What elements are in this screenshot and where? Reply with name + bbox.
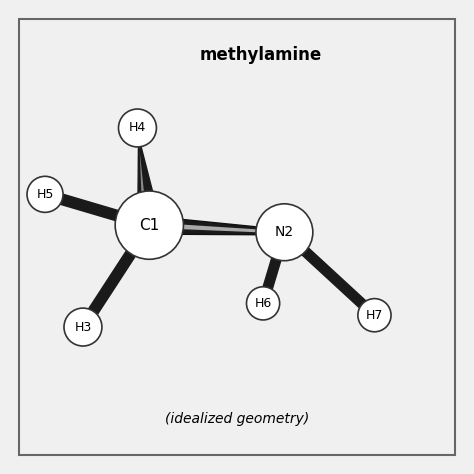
Polygon shape [179,219,260,235]
Text: H4: H4 [129,121,146,135]
Circle shape [64,308,102,346]
Polygon shape [263,255,282,291]
Circle shape [256,204,313,261]
Circle shape [118,109,156,147]
Polygon shape [139,144,145,202]
Circle shape [27,176,63,212]
Text: N2: N2 [275,225,294,239]
Polygon shape [88,247,137,316]
Polygon shape [300,246,367,309]
Text: H3: H3 [74,320,91,334]
Text: H7: H7 [366,309,383,322]
Text: H5: H5 [36,188,54,201]
Polygon shape [59,194,122,222]
Circle shape [246,287,280,320]
Text: H6: H6 [255,297,272,310]
Text: methylamine: methylamine [200,46,322,64]
Text: C1: C1 [139,218,159,233]
Circle shape [115,191,183,259]
Circle shape [358,299,391,332]
Text: (idealized geometry): (idealized geometry) [165,412,309,427]
Polygon shape [179,224,259,232]
Polygon shape [138,144,155,202]
